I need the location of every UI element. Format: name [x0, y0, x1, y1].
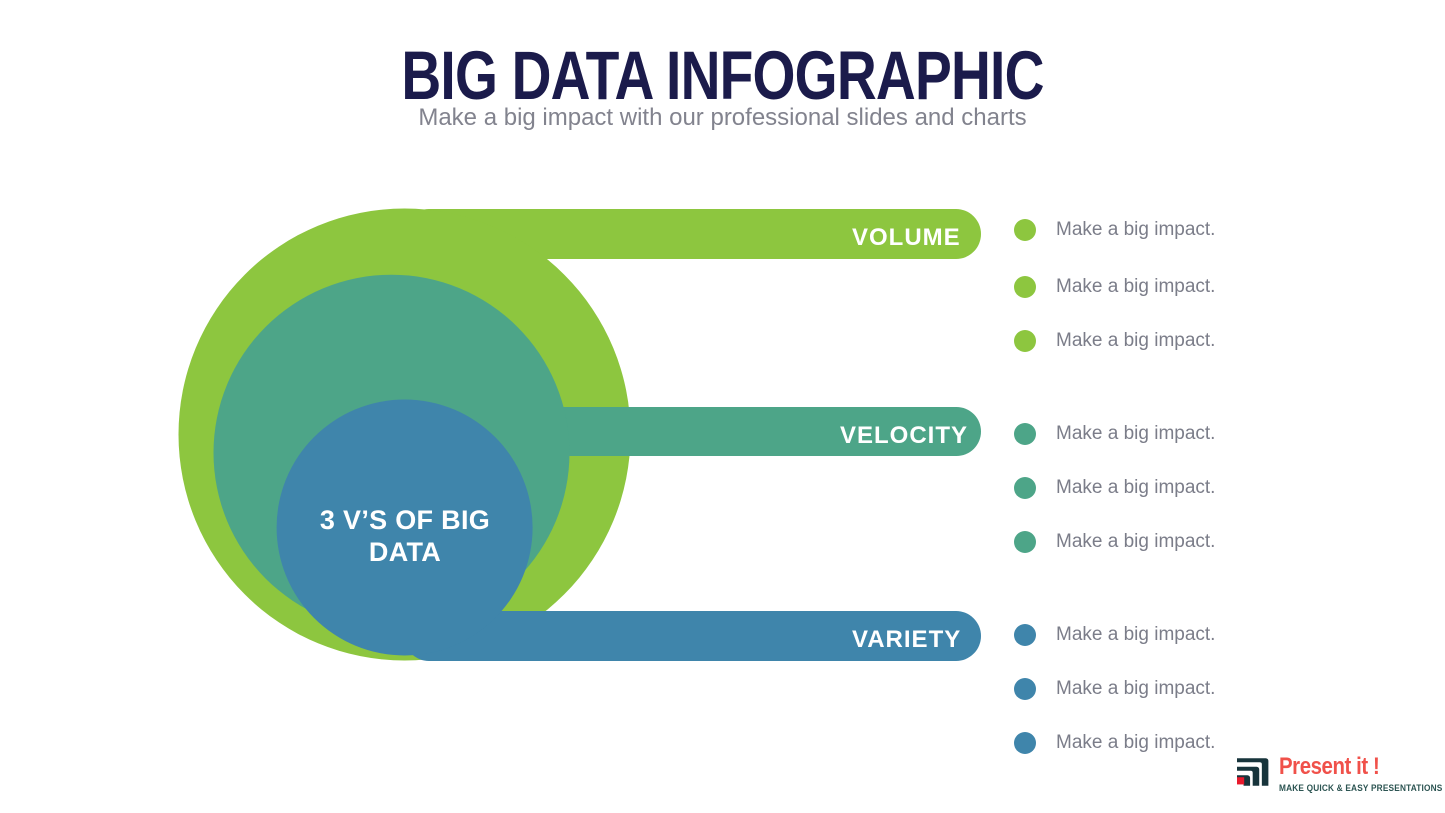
svg-text:3 V’S OF BIG: 3 V’S OF BIG	[320, 505, 490, 535]
svg-text:DATA: DATA	[369, 537, 441, 567]
